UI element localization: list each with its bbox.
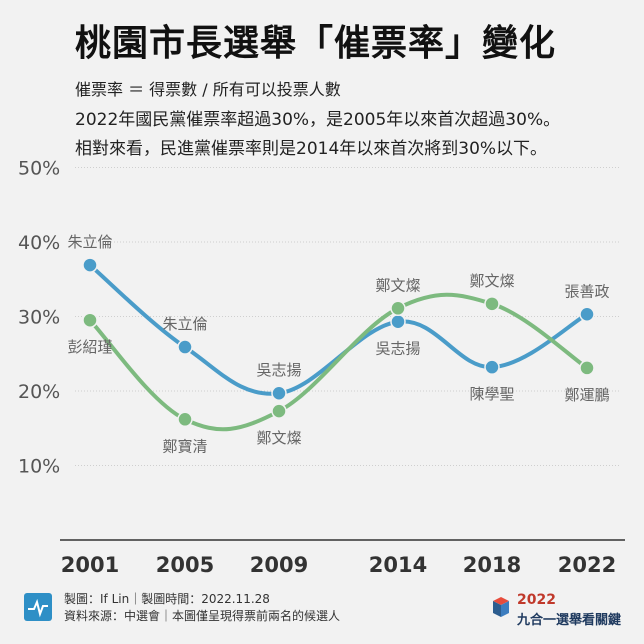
x-tick-label: 2009 (250, 553, 308, 577)
line-chart: 10% 20% 30% 40% 50% 2001 2005 2009 2014 2018 2022 朱… (18, 158, 625, 577)
data-label: 吳志揚 (375, 340, 420, 358)
chart-subtitle-formula: 催票率 ＝ 得票數 / 所有可以投票人數 (75, 80, 341, 99)
data-label: 鄭文燦 (256, 429, 301, 447)
brand-name: 九合一選舉看關鍵 (517, 613, 622, 628)
data-point (271, 385, 287, 401)
data-label: 彭紹瑾 (67, 338, 112, 356)
footer-credit: 製圖：If Lin｜製圖時間：2022.11.28 (64, 592, 270, 606)
data-label: 陳學聖 (469, 385, 514, 403)
brand-year: 2022 (517, 592, 556, 608)
data-label: 鄭寶清 (162, 437, 207, 455)
footer-source: 資料來源：中選會｜本圖僅呈現得票前兩名的候選人 (64, 609, 341, 623)
data-point (390, 300, 406, 317)
x-tick-label: 2014 (369, 553, 427, 577)
data-point (390, 313, 406, 330)
data-point (82, 312, 98, 328)
y-tick-label: 10% (18, 456, 60, 478)
y-tick-label: 40% (18, 232, 60, 254)
x-tick-label: 2001 (61, 553, 119, 577)
x-tick-label: 2022 (558, 553, 616, 577)
y-tick-label: 30% (18, 307, 60, 329)
data-label: 朱立倫 (67, 233, 112, 251)
data-label: 吳志揚 (256, 361, 301, 379)
x-tick-label: 2005 (156, 553, 214, 577)
x-tick-label: 2018 (463, 553, 521, 577)
chart-description-dpp: 相對來看，民進黨催票率則是2014年以來首次將到30%以下。 (75, 139, 548, 159)
brand-cube-icon (492, 596, 510, 618)
chart-logo-icon (24, 593, 52, 621)
y-tick-label: 50% (18, 158, 60, 180)
data-point (82, 257, 98, 273)
chart-description-kmt: 2022年國民黨催票率超過30%，是2005年以來首次超過30%。 (75, 110, 561, 130)
data-point (177, 339, 193, 355)
data-label: 鄭文燦 (375, 276, 420, 294)
chart-title: 桃園市長選舉「催票率」變化 (75, 23, 557, 64)
data-label: 鄭運鵬 (564, 386, 609, 404)
data-label: 朱立倫 (162, 315, 207, 333)
data-point (271, 403, 287, 419)
data-label: 張善政 (564, 282, 609, 300)
y-tick-label: 20% (18, 381, 60, 403)
data-label: 鄭文燦 (469, 272, 514, 290)
data-point (484, 359, 500, 375)
data-point (484, 296, 500, 312)
data-point (177, 411, 193, 428)
data-point (579, 306, 595, 323)
data-point (579, 360, 595, 376)
